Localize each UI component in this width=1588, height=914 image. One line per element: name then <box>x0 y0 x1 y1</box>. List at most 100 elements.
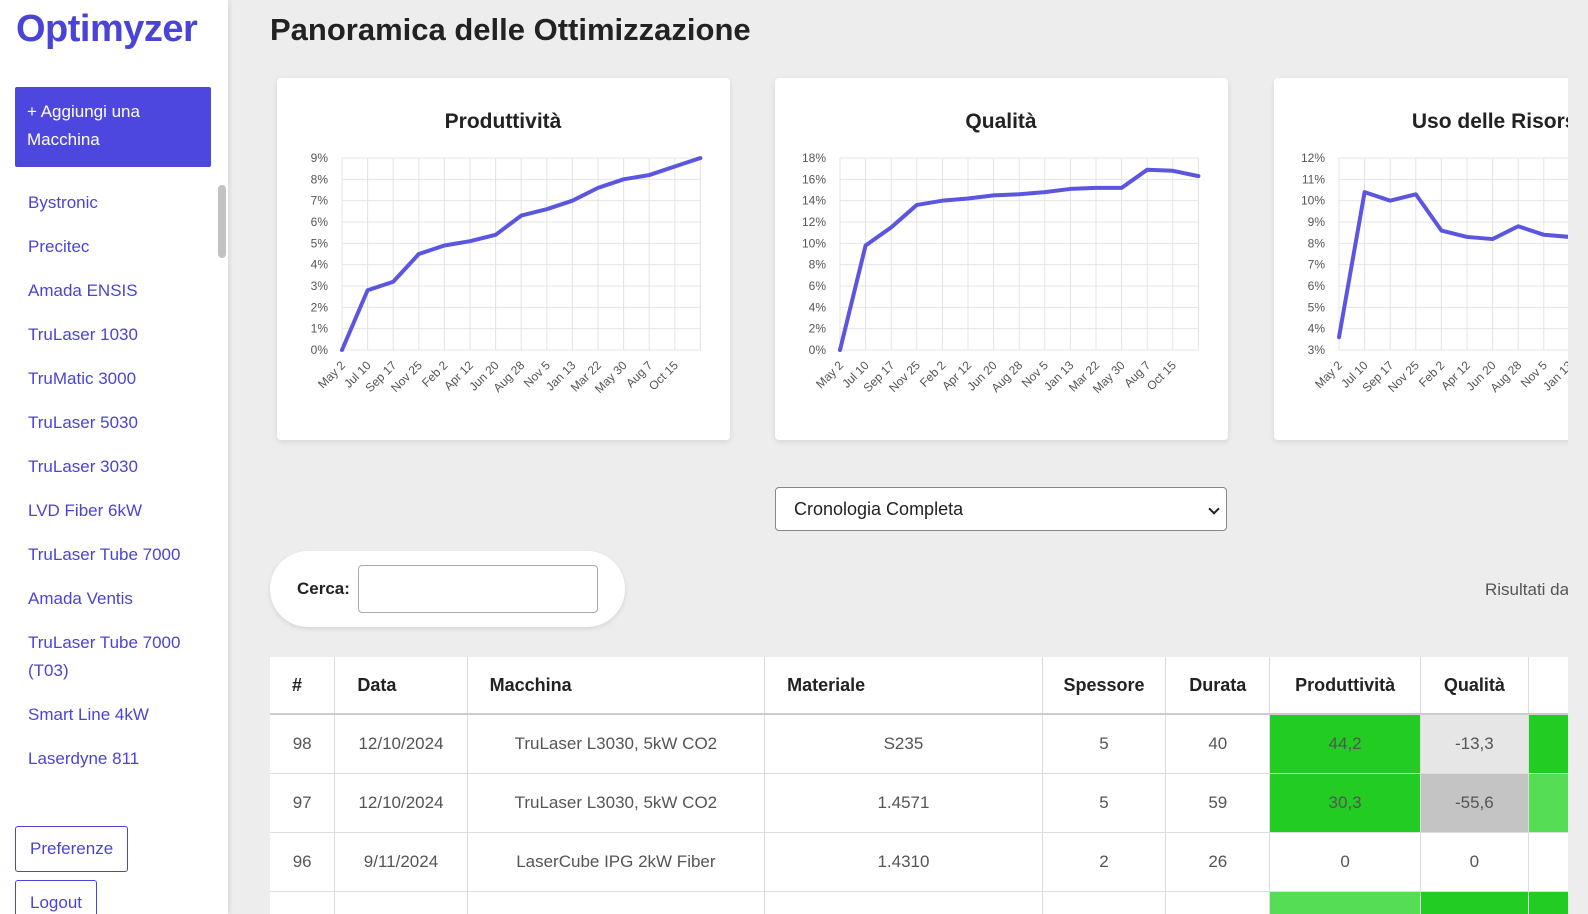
y-tick-label: 3% <box>311 279 329 293</box>
column-header[interactable]: Data <box>334 657 468 715</box>
y-tick-label: 10% <box>1301 194 1325 208</box>
table-cell <box>1528 773 1568 833</box>
table-cell: 98 <box>270 714 336 774</box>
column-header[interactable]: Qualità <box>1420 657 1530 715</box>
machine-link[interactable]: Precitec <box>28 237 90 256</box>
y-tick-label: 2% <box>809 322 827 336</box>
y-tick-label: 6% <box>809 279 827 293</box>
y-tick-label: 8% <box>809 258 827 272</box>
table-cell: 5 <box>1042 773 1167 833</box>
page-title: Panoramica delle Ottimizzazione <box>270 12 751 47</box>
table-row: 98 12/10/2024 TruLaser L3030, 5kW CO2 S235 5… <box>270 714 1568 774</box>
machine-link[interactable]: Laserdyne 811 <box>28 749 140 768</box>
x-tick-label: May 2 <box>813 358 846 391</box>
y-tick-label: 1% <box>311 322 329 336</box>
y-tick-label: 6% <box>311 215 329 229</box>
column-header[interactable] <box>1528 657 1568 715</box>
chart-card: Uso delle Risorse 3% 4% 5% 6% 7% 8% 9% 10% 11% 12%… <box>1274 78 1568 440</box>
y-tick-label: 4% <box>311 258 329 272</box>
search-panel: Cerca: <box>270 551 625 627</box>
machine-link[interactable]: TruMatic 3000 <box>28 369 137 388</box>
table-cell <box>1165 891 1271 914</box>
table-cell <box>1420 891 1530 914</box>
table-cell <box>270 891 336 914</box>
y-tick-label: 6% <box>1308 279 1326 293</box>
column-header[interactable]: Durata <box>1165 657 1271 715</box>
machine-link[interactable]: Amada ENSIS <box>28 281 138 300</box>
column-header[interactable]: Macchina <box>467 657 766 715</box>
table-cell: 59 <box>1165 773 1271 833</box>
x-tick-label: May 2 <box>315 358 348 391</box>
line-series <box>838 167 1201 352</box>
y-tick-label: 7% <box>1308 258 1326 272</box>
column-header[interactable]: # <box>270 657 336 715</box>
y-tick-label: 12% <box>1301 151 1325 165</box>
table-cell: TruLaser L3030, 5kW CO2 <box>467 714 766 774</box>
table-cell <box>764 891 1043 914</box>
y-tick-label: 2% <box>311 300 329 314</box>
table-cell: 1.4310 <box>764 832 1043 892</box>
table-cell: 26 <box>1165 832 1271 892</box>
table-cell: 40 <box>1165 714 1271 774</box>
y-tick-label: 10% <box>802 236 826 250</box>
preferences-button[interactable]: Preferenze <box>15 826 129 872</box>
table-cell <box>1528 714 1568 774</box>
results-table: # Data Macchina Materiale Spessore Durata Prod… <box>270 657 1568 914</box>
history-select[interactable]: Cronologia Completa <box>775 487 1227 531</box>
machine-link[interactable]: Amada Ventis <box>28 589 133 608</box>
y-tick-label: 0% <box>311 343 329 357</box>
y-tick-label: 12% <box>802 215 826 229</box>
add-machine-button[interactable]: + Aggiungi una Macchina <box>15 87 211 167</box>
column-header[interactable]: Materiale <box>764 657 1043 715</box>
table-cell: 96 <box>270 832 336 892</box>
scrollbar[interactable] <box>218 185 226 258</box>
y-tick-label: 4% <box>809 300 827 314</box>
y-tick-label: 4% <box>1308 322 1326 336</box>
chart-title: Uso delle Risorse <box>1412 110 1568 133</box>
sidebar: Optimyzer + Aggiungi una Macchina Bystro… <box>0 0 228 914</box>
line-series <box>340 156 703 352</box>
table-cell: 1.4571 <box>764 773 1043 833</box>
machine-link[interactable]: Bystronic <box>28 193 98 212</box>
machine-link[interactable]: TruLaser Tube 7000 (T03) <box>28 633 181 680</box>
table-row <box>270 891 1568 914</box>
table-cell: 0 <box>1420 832 1530 892</box>
machine-link[interactable]: TruLaser 3030 <box>28 457 138 476</box>
search-input[interactable] <box>358 565 598 613</box>
line-series <box>1337 190 1568 340</box>
x-tick-label: Oct 15 <box>1144 358 1179 393</box>
chart-card: Qualità 0% 2% 4% 6% 8% 10% 12% 14% 16% 18% May 2 Jul… <box>775 78 1228 440</box>
y-tick-label: 8% <box>1308 236 1326 250</box>
table-row: 96 9/11/2024 LaserCube IPG 2kW Fiber 1.4310… <box>270 832 1568 892</box>
y-tick-label: 9% <box>1308 215 1326 229</box>
machine-link[interactable]: LVD Fiber 6kW <box>28 501 142 520</box>
search-label: Cerca: <box>297 579 350 598</box>
table-cell: -13,3 <box>1420 714 1530 774</box>
chart-title: Produttività <box>445 110 562 133</box>
y-tick-label: 14% <box>802 194 826 208</box>
y-tick-label: 18% <box>802 151 826 165</box>
logo[interactable]: Optimyzer <box>16 8 198 50</box>
table-cell: 97 <box>270 773 336 833</box>
column-header[interactable]: Produttività <box>1269 657 1421 715</box>
x-tick-label: May 2 <box>1312 358 1345 391</box>
machine-link[interactable]: TruLaser 5030 <box>28 413 138 432</box>
table-cell: -55,6 <box>1420 773 1530 833</box>
table-cell <box>1528 891 1568 914</box>
table-cell <box>1528 832 1568 892</box>
table-cell <box>467 891 766 914</box>
x-tick-label: Oct 15 <box>646 358 681 393</box>
results-info: Risultati da <box>1485 580 1568 599</box>
y-tick-label: 9% <box>311 151 329 165</box>
machine-link[interactable]: TruLaser 1030 <box>28 325 138 344</box>
column-header[interactable]: Spessore <box>1042 657 1167 715</box>
machine-link[interactable]: Smart Line 4kW <box>28 705 149 724</box>
logout-button[interactable]: Logout <box>15 880 97 914</box>
machine-link[interactable]: TruLaser Tube 7000 <box>28 545 181 564</box>
y-tick-label: 5% <box>311 236 329 250</box>
table-cell: LaserCube IPG 2kW Fiber <box>467 832 766 892</box>
